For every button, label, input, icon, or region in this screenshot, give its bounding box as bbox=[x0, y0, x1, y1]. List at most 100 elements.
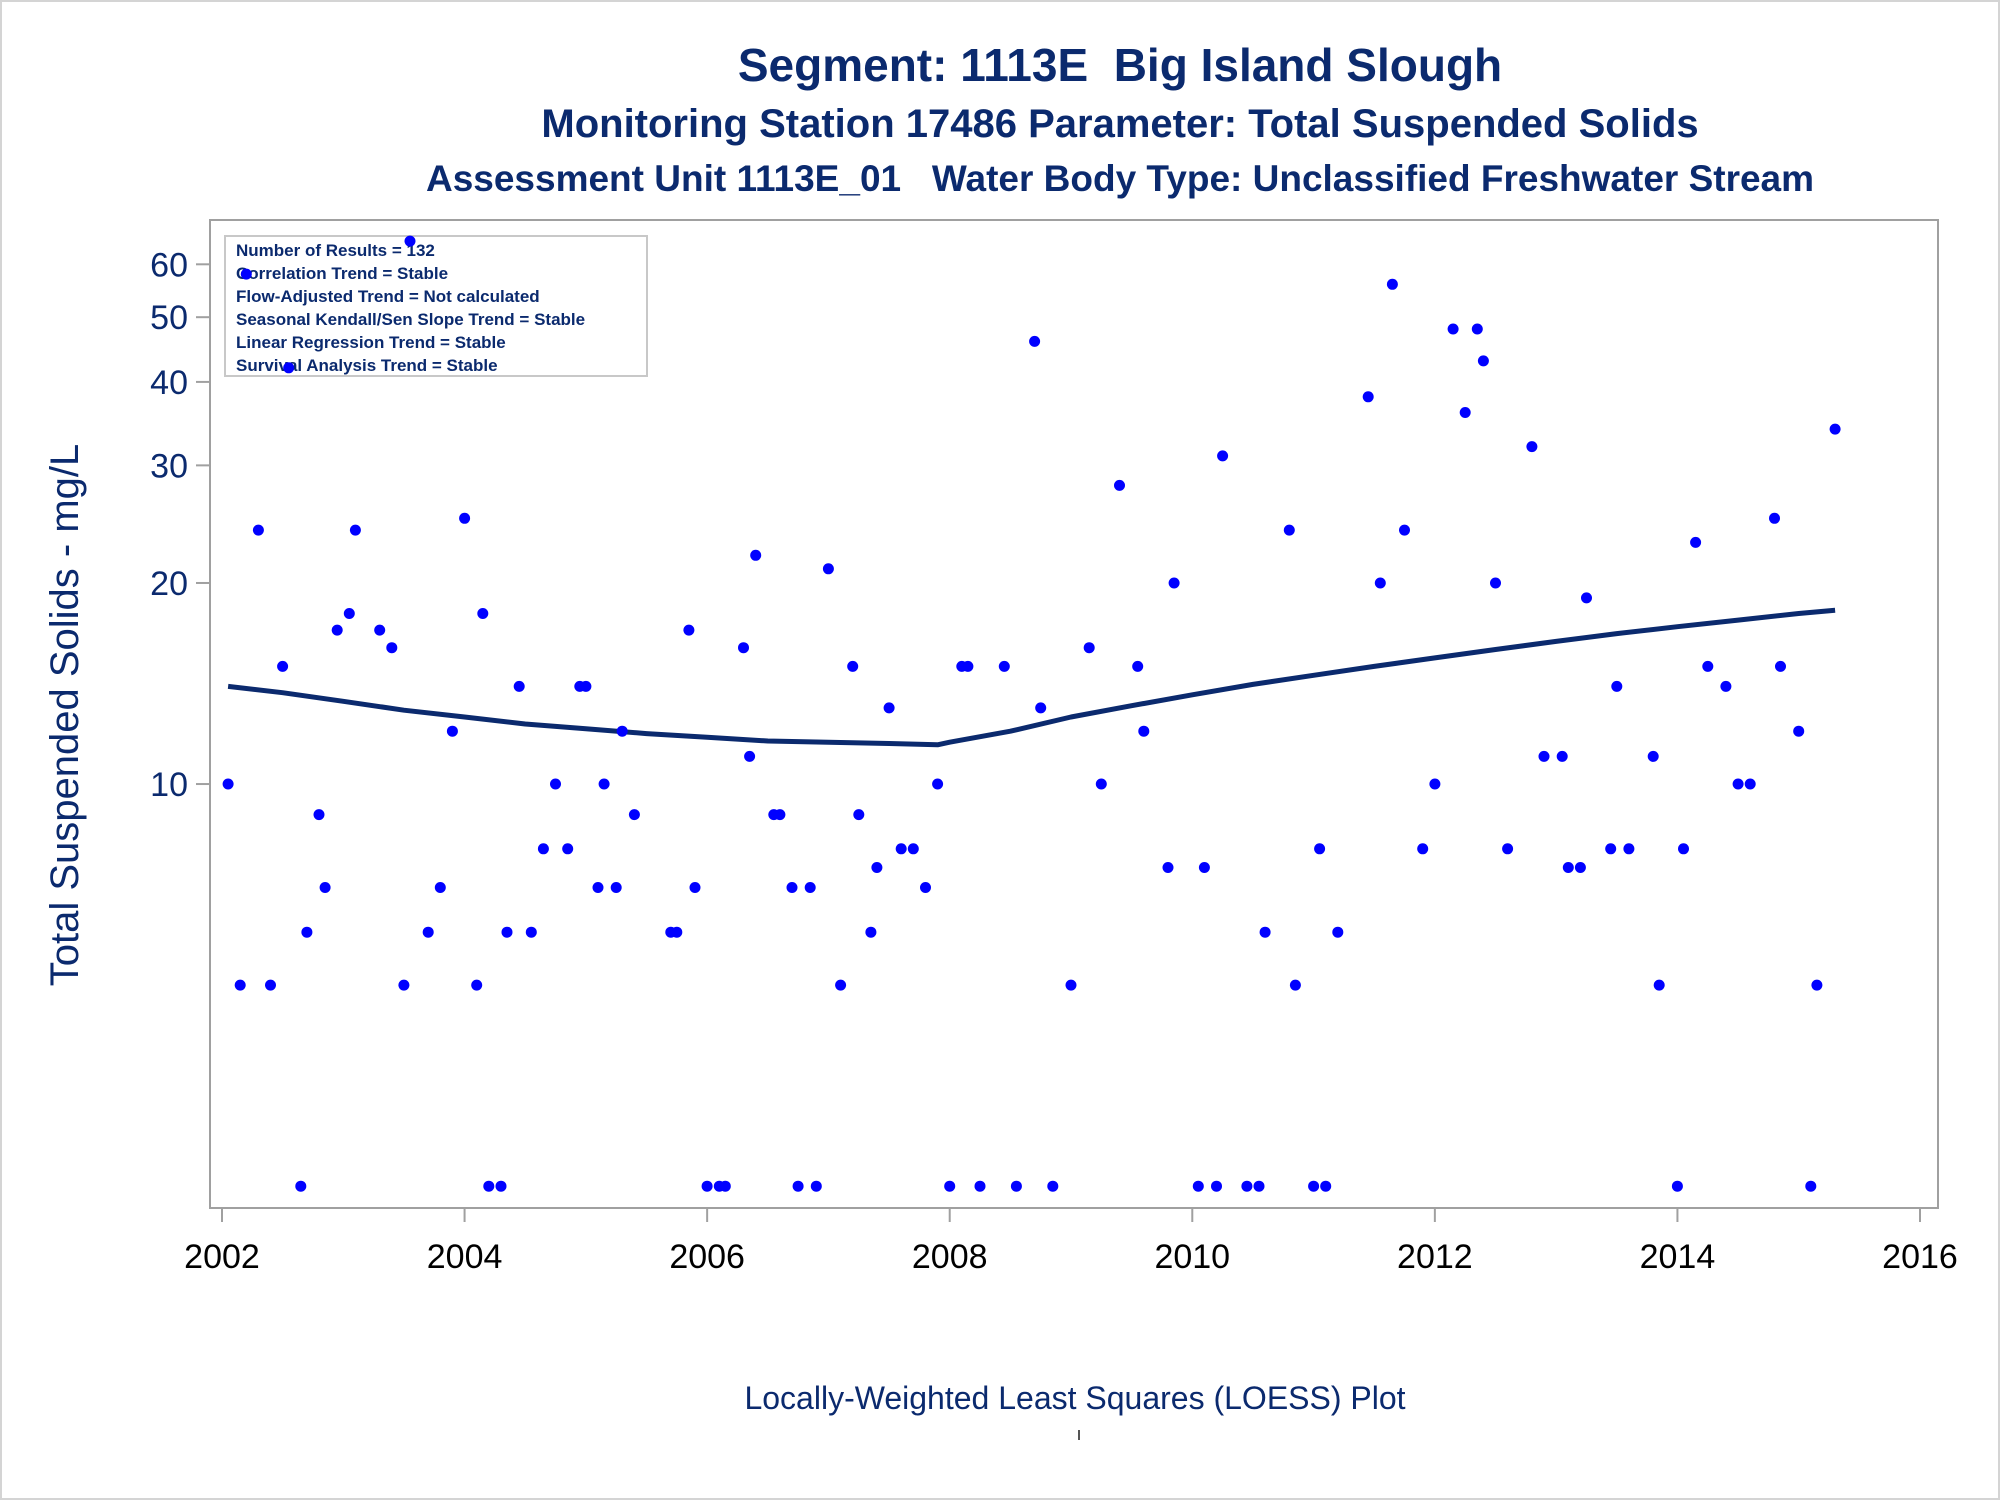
y-tick-label: 30 bbox=[150, 447, 188, 485]
y-tick-label: 20 bbox=[150, 565, 188, 603]
data-point bbox=[738, 642, 749, 654]
data-point bbox=[1526, 441, 1538, 453]
y-tick-label: 50 bbox=[150, 299, 188, 337]
data-point bbox=[1732, 778, 1744, 790]
y-tick-label: 10 bbox=[150, 766, 188, 804]
data-point bbox=[610, 882, 622, 893]
chart-title-segment: Segment: 1113E Big Island Slough bbox=[737, 39, 1503, 91]
data-point bbox=[295, 1180, 307, 1192]
data-point bbox=[319, 882, 331, 893]
data-point bbox=[974, 1180, 986, 1192]
x-axis: 2002 2004 2006 2008 2010 2012 2014 2016 bbox=[184, 1208, 1958, 1276]
data-point bbox=[1647, 750, 1659, 762]
data-point bbox=[1793, 725, 1805, 737]
data-point bbox=[1374, 577, 1386, 589]
data-point bbox=[477, 608, 489, 619]
data-point bbox=[1289, 979, 1301, 991]
data-point bbox=[1805, 1180, 1817, 1192]
data-point bbox=[1538, 750, 1550, 762]
data-point bbox=[252, 524, 264, 536]
data-point bbox=[883, 702, 895, 714]
data-point bbox=[865, 926, 877, 938]
data-point bbox=[234, 979, 246, 991]
data-point bbox=[1477, 355, 1489, 367]
x-tick-label: 2010 bbox=[1154, 1238, 1230, 1276]
data-point bbox=[1095, 778, 1107, 790]
data-point bbox=[1490, 577, 1501, 589]
data-point bbox=[1720, 680, 1732, 692]
data-point bbox=[1562, 862, 1574, 873]
data-point bbox=[495, 1180, 507, 1192]
data-point bbox=[422, 926, 434, 938]
data-point bbox=[525, 926, 537, 938]
stats-box-border bbox=[224, 235, 648, 377]
data-point bbox=[1581, 592, 1592, 604]
stats-line: Number of Results = 132 bbox=[236, 241, 435, 260]
y-tick-label: 60 bbox=[150, 246, 188, 284]
data-point bbox=[1168, 577, 1180, 589]
data-point bbox=[944, 1180, 956, 1192]
data-point bbox=[1811, 979, 1823, 991]
data-point bbox=[277, 660, 289, 672]
data-point bbox=[998, 660, 1010, 672]
data-point bbox=[719, 1180, 731, 1192]
data-point bbox=[1769, 512, 1780, 524]
data-point bbox=[1611, 680, 1623, 692]
data-point bbox=[1775, 660, 1786, 672]
data-point bbox=[1035, 702, 1047, 714]
data-point bbox=[1574, 862, 1586, 873]
footnote: Locally-Weighted Least Squares (LOESS) P… bbox=[744, 1380, 1406, 1416]
data-point bbox=[1829, 423, 1841, 435]
data-point bbox=[1447, 323, 1459, 335]
y-axis: 10 20 30 40 50 60 bbox=[150, 246, 210, 804]
data-point bbox=[1556, 750, 1568, 762]
data-point bbox=[786, 882, 798, 893]
stats-line: Linear Regression Trend = Stable bbox=[236, 333, 506, 352]
plot-area bbox=[209, 219, 1939, 1209]
data-point bbox=[1083, 642, 1095, 654]
y-tick-label: 40 bbox=[150, 364, 188, 402]
data-point bbox=[1138, 725, 1150, 737]
data-point bbox=[701, 1180, 713, 1192]
data-point bbox=[404, 235, 416, 247]
data-point bbox=[1399, 524, 1410, 536]
data-point bbox=[471, 979, 483, 991]
data-point bbox=[1132, 660, 1144, 672]
data-point bbox=[1690, 536, 1702, 548]
data-point bbox=[1471, 323, 1483, 335]
data-point bbox=[240, 268, 252, 280]
data-point bbox=[774, 809, 786, 821]
data-point bbox=[628, 809, 640, 821]
x-tick-label: 2014 bbox=[1640, 1238, 1716, 1276]
data-point bbox=[598, 778, 610, 790]
data-point bbox=[1314, 843, 1326, 855]
y-axis-label: Total Suspended Solids - mg/L bbox=[43, 444, 87, 987]
data-point bbox=[907, 843, 919, 855]
x-tick-label: 2006 bbox=[669, 1238, 745, 1276]
data-point bbox=[1362, 391, 1374, 403]
data-point bbox=[513, 680, 525, 692]
data-point bbox=[386, 642, 398, 654]
data-point bbox=[1010, 1180, 1022, 1192]
data-point bbox=[283, 362, 295, 374]
data-point bbox=[592, 882, 604, 893]
data-point bbox=[920, 882, 931, 893]
data-point bbox=[580, 680, 592, 692]
data-point bbox=[1605, 843, 1617, 855]
data-point bbox=[1065, 979, 1077, 991]
x-tick-label: 2016 bbox=[1882, 1238, 1958, 1276]
stats-line: Seasonal Kendall/Sen Slope Trend = Stabl… bbox=[236, 310, 585, 329]
data-point bbox=[550, 778, 561, 790]
x-tick-label: 2004 bbox=[427, 1238, 503, 1276]
data-point bbox=[853, 809, 865, 821]
x-tick-label: 2008 bbox=[912, 1238, 988, 1276]
data-point bbox=[1162, 862, 1174, 873]
data-point bbox=[871, 862, 883, 873]
stats-line: Flow-Adjusted Trend = Not calculated bbox=[236, 287, 540, 306]
data-point bbox=[822, 563, 834, 575]
data-point bbox=[847, 660, 859, 672]
data-point bbox=[792, 1180, 804, 1192]
data-point bbox=[804, 882, 816, 893]
data-point bbox=[1259, 926, 1271, 938]
